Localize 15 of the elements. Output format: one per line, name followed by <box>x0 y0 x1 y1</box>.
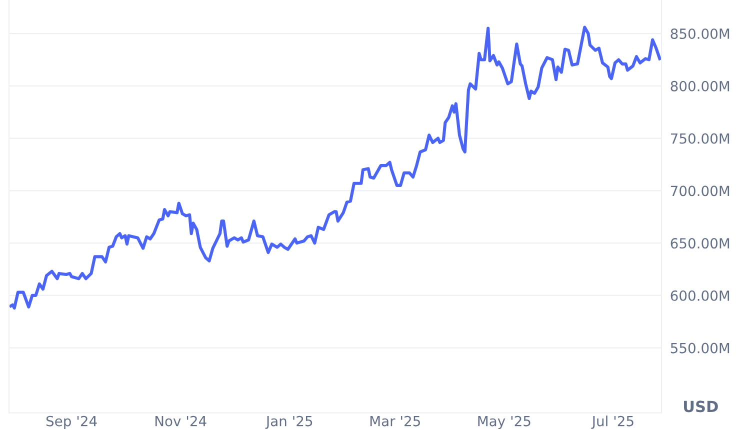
x-tick-label: Sep '24 <box>46 416 97 430</box>
y-tick-label: 600.00M <box>670 290 730 301</box>
x-tick-label: May '25 <box>478 416 530 430</box>
y-tick-label: 850.00M <box>670 28 730 39</box>
y-tick-label: 650.00M <box>670 238 730 249</box>
x-tick-label: Mar '25 <box>370 416 420 426</box>
x-tick-label: Jan '25 <box>265 416 312 429</box>
y-tick-label: 800.00M <box>670 80 730 92</box>
x-tick-label: Nov '24 <box>155 416 206 426</box>
y-tick-label: 750.00M <box>670 133 730 144</box>
y-tick-label: 700.00M <box>670 186 730 196</box>
line-series <box>9 26 662 310</box>
y-axis-title: USD <box>684 400 718 412</box>
y-tick-label: 550.00M <box>670 342 730 354</box>
x-tick-label: Jul '25 <box>591 416 634 429</box>
